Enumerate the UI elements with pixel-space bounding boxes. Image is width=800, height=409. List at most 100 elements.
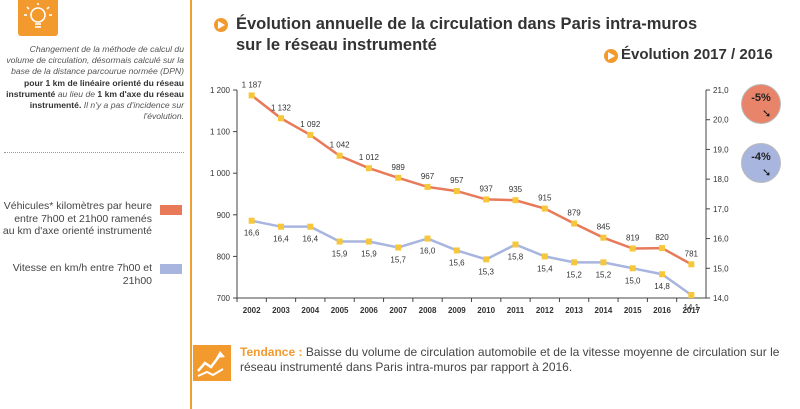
speed-data-label: 14,8 — [654, 282, 670, 291]
x-tick-label: 2016 — [653, 306, 671, 315]
speed-data-label: 16,0 — [420, 247, 436, 256]
traffic-change-badge: -5% ➘ — [741, 84, 781, 124]
note-text-2: au lieu de — [57, 88, 96, 99]
speed-point — [483, 256, 490, 263]
speed-point — [395, 244, 402, 251]
speed-point — [629, 265, 636, 272]
x-tick-label: 2013 — [565, 306, 583, 315]
speed-data-label: 16,6 — [244, 229, 260, 238]
traffic-data-label: 1 092 — [300, 120, 321, 129]
legend-traffic-swatch — [160, 205, 182, 215]
speed-data-label: 15,9 — [361, 250, 377, 259]
traffic-data-label: 937 — [479, 184, 493, 193]
speed-data-label: 15,0 — [625, 276, 641, 285]
traffic-line — [250, 94, 692, 266]
evolution-label: Évolution 2017 / 2016 — [621, 46, 773, 63]
traffic-point — [453, 188, 460, 195]
traffic-point — [541, 205, 548, 212]
traffic-point — [571, 220, 578, 227]
y-left-tick-label: 900 — [217, 211, 231, 220]
trend-label: Tendance : — [240, 345, 303, 359]
speed-point — [365, 238, 372, 245]
speed-data-label: 15,3 — [478, 267, 494, 276]
divider-line — [190, 0, 192, 409]
traffic-point — [336, 152, 343, 159]
speed-change-badge: -4% ➘ — [741, 143, 781, 183]
y-left-tick-label: 1 100 — [210, 128, 231, 137]
speed-point — [307, 223, 314, 230]
traffic-point — [512, 197, 519, 204]
speed-data-label: 15,2 — [566, 270, 582, 279]
traffic-point — [424, 183, 431, 190]
x-tick-label: 2009 — [448, 306, 466, 315]
chart-title-line1: Évolution annuelle de la circulation dan… — [236, 15, 698, 33]
y-right-tick-label: 15,0 — [713, 264, 729, 273]
traffic-point — [483, 196, 490, 203]
speed-data-label: 16,4 — [273, 235, 289, 244]
y-right-tick-label: 19,0 — [713, 145, 729, 154]
note-text-1: Changement de la méthode de calcul du vo… — [6, 44, 184, 77]
traffic-data-label: 989 — [392, 163, 406, 172]
y-left-tick-label: 700 — [217, 294, 231, 303]
speed-change-value: -4% — [751, 151, 771, 163]
y-right-tick-label: 17,0 — [713, 205, 729, 214]
note-bold-2: 1 km d'axe du réseau instrumenté. — [29, 88, 184, 111]
y-left-tick-label: 1 200 — [210, 86, 231, 95]
note-bold-1: pour 1 km de linéaire orienté du réseau … — [6, 77, 184, 99]
traffic-point — [277, 115, 284, 122]
speed-point — [571, 259, 578, 266]
speed-point — [541, 253, 548, 260]
speed-data-label: 15,9 — [332, 250, 348, 259]
speed-data-label: 15,6 — [449, 258, 465, 267]
y-left-tick-label: 1 000 — [210, 169, 231, 178]
evolution-arrow-icon — [604, 49, 618, 63]
legend-speed: Vitesse en km/h entre 7h00 et 21h00 — [2, 262, 152, 287]
y-right-tick-label: 14,0 — [713, 294, 729, 303]
x-tick-label: 2014 — [595, 306, 613, 315]
x-tick-label: 2005 — [331, 306, 349, 315]
note-separator — [4, 152, 184, 153]
traffic-data-label: 915 — [538, 194, 552, 203]
traffic-point — [629, 245, 636, 252]
traffic-data-label: 879 — [567, 209, 581, 218]
trend-icon — [193, 345, 231, 381]
x-tick-label: 2011 — [507, 306, 525, 315]
x-tick-label: 2017 — [682, 306, 700, 315]
x-tick-label: 2003 — [272, 306, 290, 315]
traffic-data-label: 781 — [685, 249, 699, 258]
speed-point — [336, 238, 343, 245]
y-right-tick-label: 18,0 — [713, 175, 729, 184]
trend-text: Tendance : Baisse du volume de circulati… — [240, 345, 780, 375]
speed-point — [453, 247, 460, 254]
speed-data-label: 14,1 — [684, 303, 700, 312]
legend-speed-label: Vitesse en km/h entre 7h00 et 21h00 — [12, 262, 152, 287]
speed-line — [251, 219, 693, 297]
speed-point — [600, 259, 607, 266]
y-left-tick-label: 800 — [217, 252, 231, 261]
traffic-change-value: -5% — [751, 92, 771, 104]
x-tick-label: 2012 — [536, 306, 554, 315]
speed-point — [248, 217, 255, 224]
speed-point — [659, 271, 666, 278]
lightbulb-icon — [18, 0, 58, 36]
speed-data-label: 15,7 — [390, 255, 406, 264]
traffic-data-label: 1 012 — [359, 153, 380, 162]
x-tick-label: 2006 — [360, 306, 378, 315]
traffic-point — [688, 261, 695, 268]
x-tick-label: 2008 — [419, 306, 437, 315]
traffic-data-label: 1 132 — [271, 103, 292, 112]
traffic-point — [248, 92, 255, 99]
down-arrow-icon: ➘ — [762, 108, 772, 120]
traffic-point — [659, 245, 666, 252]
y-right-tick-label: 21,0 — [713, 86, 729, 95]
methodology-note: Changement de la méthode de calcul du vo… — [4, 44, 184, 122]
traffic-point — [600, 234, 607, 241]
x-tick-label: 2010 — [477, 306, 495, 315]
traffic-point — [395, 174, 402, 181]
y-right-tick-label: 16,0 — [713, 235, 729, 244]
speed-data-label: 15,8 — [508, 253, 524, 262]
chart-title: Évolution annuelle de la circulation dan… — [236, 14, 697, 56]
speed-point — [512, 241, 519, 248]
down-arrow-icon: ➘ — [762, 167, 772, 179]
